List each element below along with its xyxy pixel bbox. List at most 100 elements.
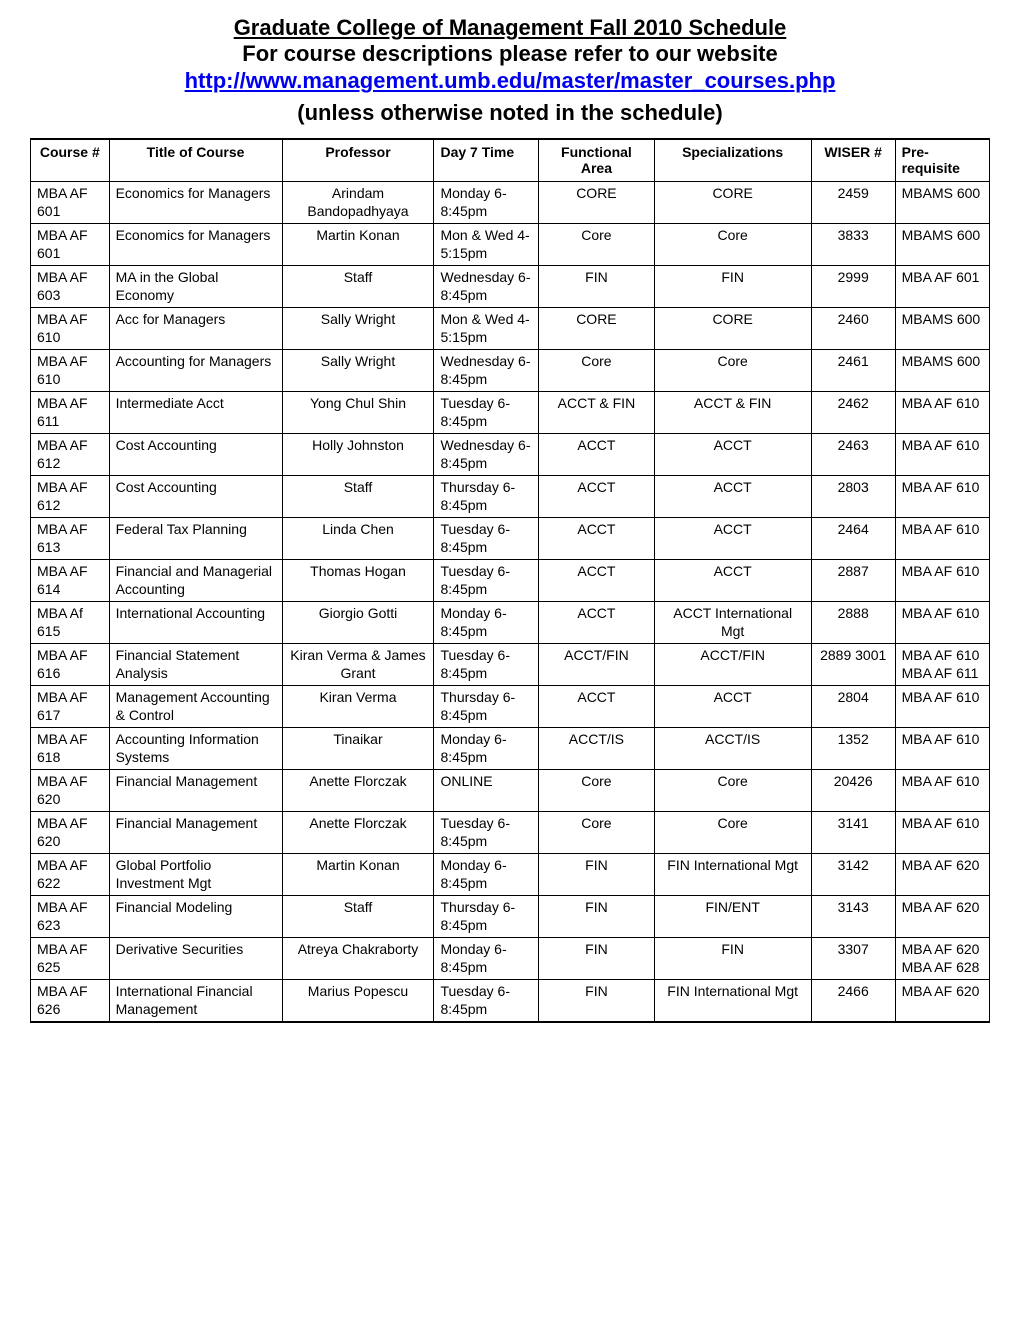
- table-cell: MBA AF 610: [895, 686, 989, 728]
- table-row: MBA AF 623Financial ModelingStaffThursda…: [31, 896, 990, 938]
- table-cell: FIN: [654, 938, 811, 980]
- table-cell: MBA AF 613: [31, 518, 110, 560]
- table-cell: Financial Management: [109, 812, 282, 854]
- table-cell: Monday 6-8:45pm: [434, 938, 539, 980]
- table-cell: MBA AF 601: [31, 224, 110, 266]
- table-cell: Monday 6-8:45pm: [434, 728, 539, 770]
- table-cell: Core: [654, 812, 811, 854]
- col-header-specializations: Specializations: [654, 139, 811, 182]
- table-cell: MBAMS 600: [895, 308, 989, 350]
- table-cell: MBA AF 612: [31, 434, 110, 476]
- table-cell: Tuesday 6-8:45pm: [434, 392, 539, 434]
- table-cell: 2464: [811, 518, 895, 560]
- col-header-wiser: WISER #: [811, 139, 895, 182]
- table-cell: Anette Florczak: [282, 770, 434, 812]
- table-cell: ACCT: [654, 686, 811, 728]
- table-cell: MBA AF 620: [31, 770, 110, 812]
- table-cell: MBA AF 601: [895, 266, 989, 308]
- table-cell: 2461: [811, 350, 895, 392]
- table-cell: MBA AF 620: [31, 812, 110, 854]
- table-cell: Economics for Managers: [109, 182, 282, 224]
- table-cell: 2463: [811, 434, 895, 476]
- table-cell: CORE: [654, 182, 811, 224]
- table-cell: Core: [654, 350, 811, 392]
- course-descriptions-link[interactable]: http://www.management.umb.edu/master/mas…: [30, 67, 990, 96]
- table-cell: 2889 3001: [811, 644, 895, 686]
- table-cell: 1352: [811, 728, 895, 770]
- table-cell: Atreya Chakraborty: [282, 938, 434, 980]
- table-cell: MBA Af 615: [31, 602, 110, 644]
- table-row: MBA AF 616Financial Statement AnalysisKi…: [31, 644, 990, 686]
- table-cell: Core: [539, 224, 654, 266]
- table-cell: ACCT/FIN: [539, 644, 654, 686]
- table-cell: Martin Konan: [282, 224, 434, 266]
- table-cell: ACCT: [539, 434, 654, 476]
- table-cell: MBA AF 610: [895, 476, 989, 518]
- table-cell: MBA AF 610: [895, 392, 989, 434]
- table-row: MBA AF 601Economics for ManagersMartin K…: [31, 224, 990, 266]
- table-cell: FIN/ENT: [654, 896, 811, 938]
- col-header-title: Title of Course: [109, 139, 282, 182]
- table-cell: Financial Modeling: [109, 896, 282, 938]
- table-cell: 2887: [811, 560, 895, 602]
- table-cell: Monday 6-8:45pm: [434, 182, 539, 224]
- table-cell: Core: [539, 770, 654, 812]
- table-cell: ACCT: [539, 560, 654, 602]
- table-cell: ACCT: [539, 518, 654, 560]
- schedule-table: Course # Title of Course Professor Day 7…: [30, 138, 990, 1024]
- table-row: MBA AF 613Federal Tax PlanningLinda Chen…: [31, 518, 990, 560]
- table-cell: Staff: [282, 266, 434, 308]
- table-cell: MBA AF 610: [31, 350, 110, 392]
- table-cell: FIN: [539, 896, 654, 938]
- col-header-prereq: Pre-requisite: [895, 139, 989, 182]
- table-cell: MBA AF 610: [895, 728, 989, 770]
- table-cell: FIN: [654, 266, 811, 308]
- table-cell: ACCT International Mgt: [654, 602, 811, 644]
- table-cell: MBAMS 600: [895, 224, 989, 266]
- table-cell: Cost Accounting: [109, 434, 282, 476]
- table-cell: MA in the Global Economy: [109, 266, 282, 308]
- table-row: MBA AF 620Financial ManagementAnette Flo…: [31, 770, 990, 812]
- table-cell: ACCT: [539, 476, 654, 518]
- table-cell: Sally Wright: [282, 350, 434, 392]
- table-cell: MBA AF 603: [31, 266, 110, 308]
- table-row: MBA AF 611Intermediate AcctYong Chul Shi…: [31, 392, 990, 434]
- table-row: MBA AF 625Derivative SecuritiesAtreya Ch…: [31, 938, 990, 980]
- table-cell: MBA AF 614: [31, 560, 110, 602]
- table-cell: MBA AF 620: [895, 854, 989, 896]
- table-cell: Monday 6-8:45pm: [434, 854, 539, 896]
- table-cell: Arindam Bandopadhyaya: [282, 182, 434, 224]
- table-cell: Tuesday 6-8:45pm: [434, 518, 539, 560]
- table-cell: Mon & Wed 4-5:15pm: [434, 224, 539, 266]
- col-header-professor: Professor: [282, 139, 434, 182]
- table-cell: MBA AF 610 MBA AF 611: [895, 644, 989, 686]
- table-cell: FIN International Mgt: [654, 980, 811, 1023]
- table-row: MBA AF 601Economics for ManagersArindam …: [31, 182, 990, 224]
- table-cell: 2999: [811, 266, 895, 308]
- table-cell: Derivative Securities: [109, 938, 282, 980]
- page-note: (unless otherwise noted in the schedule): [30, 100, 990, 126]
- table-cell: 2803: [811, 476, 895, 518]
- table-cell: CORE: [539, 182, 654, 224]
- table-cell: MBAMS 600: [895, 182, 989, 224]
- table-cell: Thursday 6-8:45pm: [434, 896, 539, 938]
- table-cell: 2466: [811, 980, 895, 1023]
- table-cell: Accounting Information Systems: [109, 728, 282, 770]
- table-row: MBA AF 612Cost AccountingStaffThursday 6…: [31, 476, 990, 518]
- table-cell: Cost Accounting: [109, 476, 282, 518]
- table-cell: ACCT: [654, 518, 811, 560]
- table-cell: Management Accounting & Control: [109, 686, 282, 728]
- table-row: MBA AF 620Financial ManagementAnette Flo…: [31, 812, 990, 854]
- table-cell: ACCT: [654, 560, 811, 602]
- table-cell: CORE: [539, 308, 654, 350]
- table-cell: 3143: [811, 896, 895, 938]
- table-cell: Financial Management: [109, 770, 282, 812]
- table-cell: ACCT: [654, 476, 811, 518]
- table-cell: Federal Tax Planning: [109, 518, 282, 560]
- table-cell: MBA AF 623: [31, 896, 110, 938]
- table-cell: 3141: [811, 812, 895, 854]
- table-cell: Martin Konan: [282, 854, 434, 896]
- table-cell: 3833: [811, 224, 895, 266]
- table-cell: Yong Chul Shin: [282, 392, 434, 434]
- table-row: MBA AF 626International Financial Manage…: [31, 980, 990, 1023]
